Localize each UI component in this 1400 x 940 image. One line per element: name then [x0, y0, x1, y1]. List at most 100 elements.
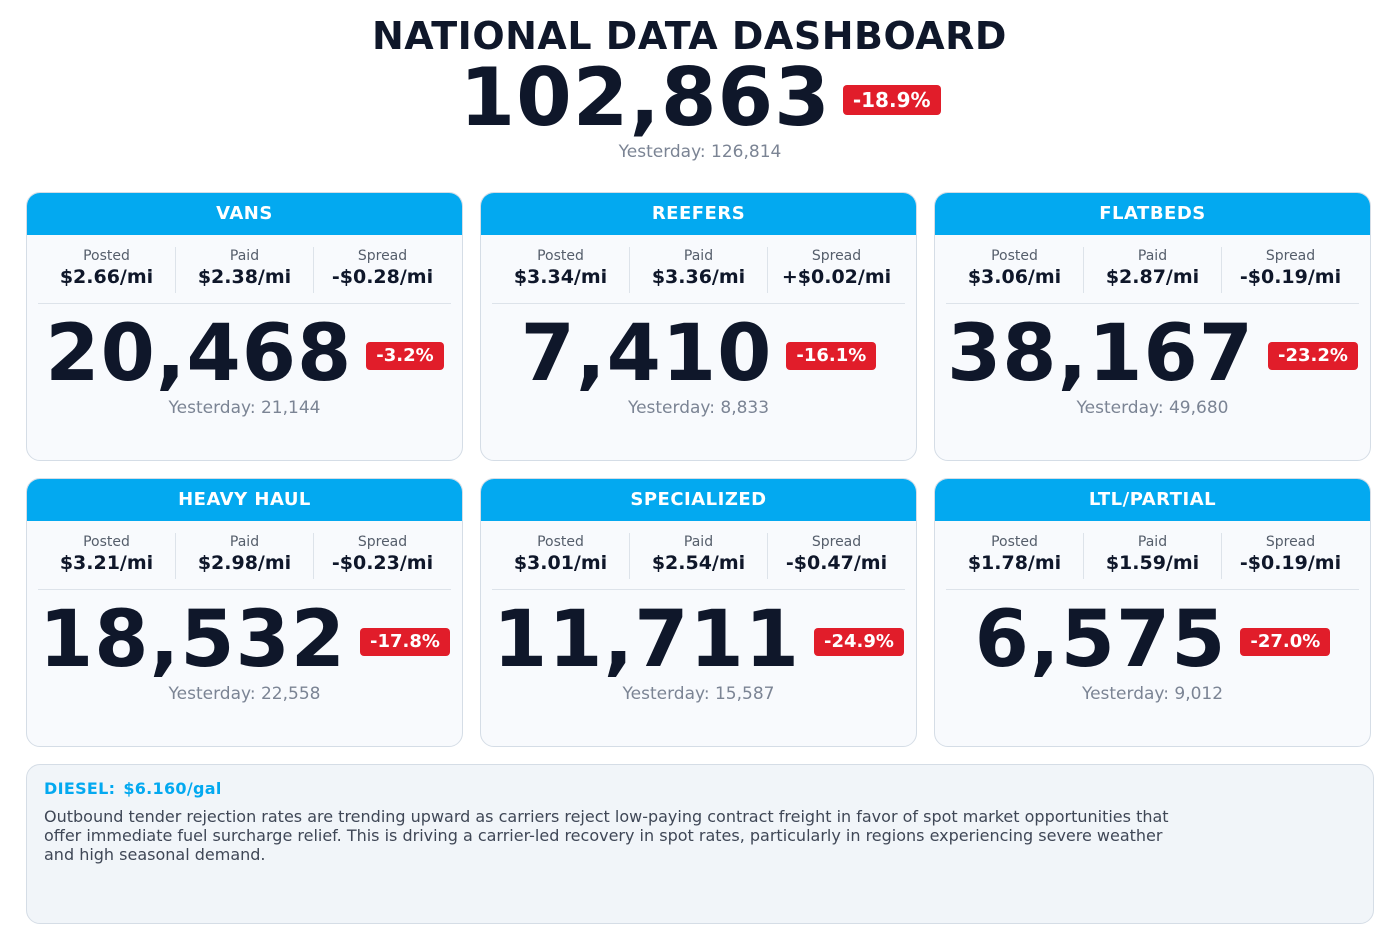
- paid-rate: Paid $2.38/mi: [176, 247, 314, 293]
- change-badge: -16.1%: [786, 342, 877, 370]
- change-badge: -24.9%: [814, 628, 904, 656]
- paid-label: Paid: [229, 248, 260, 264]
- card-heavy-haul: HEAVY HAUL Posted $3.21/mi Paid $2.98/mi…: [26, 478, 463, 747]
- load-count-row: 38,167 -23.2%: [935, 314, 1370, 394]
- yesterday-count: Yesterday: 15,587: [622, 684, 775, 704]
- load-count: 6,575: [974, 595, 1227, 685]
- change-badge: -17.8%: [360, 628, 450, 656]
- yesterday-count: Yesterday: 9,012: [1081, 684, 1224, 704]
- card-flatbeds: FLATBEDS Posted $3.06/mi Paid $2.87/mi S…: [934, 192, 1371, 461]
- spread-rate: Spread -$0.28/mi: [314, 247, 451, 293]
- load-count-row: 18,532 -17.8%: [27, 600, 462, 680]
- spread-value: -$0.47/mi: [785, 552, 888, 574]
- posted-rate: Posted $3.34/mi: [492, 247, 630, 293]
- posted-label: Posted: [83, 534, 130, 550]
- spread-label: Spread: [1265, 534, 1316, 550]
- rate-row: Posted $3.06/mi Paid $2.87/mi Spread -$0…: [946, 247, 1359, 304]
- paid-rate: Paid $2.54/mi: [630, 533, 768, 579]
- posted-rate: Posted $3.01/mi: [492, 533, 630, 579]
- posted-value: $2.66/mi: [59, 266, 154, 288]
- paid-value: $1.59/mi: [1105, 552, 1200, 574]
- card-title: LTL/PARTIAL: [935, 479, 1370, 521]
- card-ltl-partial: LTL/PARTIAL Posted $1.78/mi Paid $1.59/m…: [934, 478, 1371, 747]
- change-badge: -27.0%: [1240, 628, 1331, 656]
- rate-row: Posted $1.78/mi Paid $1.59/mi Spread -$0…: [946, 533, 1359, 590]
- market-notes-panel: DIESEL: $6.160/gal Outbound tender reject…: [26, 764, 1374, 924]
- spread-value: -$0.28/mi: [331, 266, 434, 288]
- posted-label: Posted: [537, 248, 584, 264]
- paid-value: $2.54/mi: [651, 552, 746, 574]
- spread-value: -$0.23/mi: [331, 552, 434, 574]
- card-reefers: REEFERS Posted $3.34/mi Paid $3.36/mi Sp…: [480, 192, 917, 461]
- load-count-row: 11,711 -24.9%: [481, 600, 916, 680]
- paid-label: Paid: [1137, 534, 1168, 550]
- posted-rate: Posted $1.78/mi: [946, 533, 1084, 579]
- load-count-row: 6,575 -27.0%: [935, 600, 1370, 680]
- card-title: SPECIALIZED: [481, 479, 916, 521]
- diesel-value: $6.160/gal: [123, 779, 222, 798]
- paid-rate: Paid $3.36/mi: [630, 247, 768, 293]
- paid-label: Paid: [683, 534, 714, 550]
- spread-rate: Spread -$0.23/mi: [314, 533, 451, 579]
- paid-rate: Paid $2.87/mi: [1084, 247, 1222, 293]
- yesterday-count: Yesterday: 21,144: [168, 398, 321, 418]
- load-count: 7,410: [520, 309, 773, 399]
- paid-label: Paid: [1137, 248, 1168, 264]
- paid-rate: Paid $1.59/mi: [1084, 533, 1222, 579]
- load-count: 11,711: [493, 595, 801, 685]
- spread-label: Spread: [811, 248, 862, 264]
- spread-label: Spread: [357, 248, 408, 264]
- posted-label: Posted: [537, 534, 584, 550]
- spread-value: -$0.19/mi: [1239, 266, 1342, 288]
- yesterday-count: Yesterday: 22,558: [168, 684, 321, 704]
- rate-row: Posted $2.66/mi Paid $2.38/mi Spread -$0…: [38, 247, 451, 304]
- paid-rate: Paid $2.98/mi: [176, 533, 314, 579]
- spread-label: Spread: [357, 534, 408, 550]
- card-title: FLATBEDS: [935, 193, 1370, 235]
- change-badge: -23.2%: [1268, 342, 1358, 370]
- posted-value: $3.06/mi: [967, 266, 1062, 288]
- spread-rate: Spread -$0.47/mi: [768, 533, 905, 579]
- market-commentary: Outbound tender rejection rates are tren…: [44, 807, 1169, 864]
- spread-rate: Spread -$0.19/mi: [1222, 247, 1359, 293]
- posted-rate: Posted $3.21/mi: [38, 533, 176, 579]
- yesterday-count: Yesterday: 8,833: [627, 398, 770, 418]
- total-loads-value: 102,863: [459, 51, 831, 144]
- card-title: VANS: [27, 193, 462, 235]
- spread-label: Spread: [1265, 248, 1316, 264]
- total-yesterday: Yesterday: 126,814: [618, 142, 782, 162]
- posted-value: $3.34/mi: [513, 266, 608, 288]
- paid-value: $2.98/mi: [197, 552, 292, 574]
- rate-row: Posted $3.34/mi Paid $3.36/mi Spread +$0…: [492, 247, 905, 304]
- paid-value: $2.38/mi: [197, 266, 292, 288]
- posted-label: Posted: [83, 248, 130, 264]
- spread-value: -$0.19/mi: [1239, 552, 1342, 574]
- total-change-badge: -18.9%: [842, 85, 941, 115]
- card-specialized: SPECIALIZED Posted $3.01/mi Paid $2.54/m…: [480, 478, 917, 747]
- paid-value: $2.87/mi: [1105, 266, 1200, 288]
- spread-label: Spread: [811, 534, 862, 550]
- posted-rate: Posted $2.66/mi: [38, 247, 176, 293]
- spread-rate: Spread -$0.19/mi: [1222, 533, 1359, 579]
- rate-row: Posted $3.21/mi Paid $2.98/mi Spread -$0…: [38, 533, 451, 590]
- load-count-row: 7,410 -16.1%: [481, 314, 916, 394]
- yesterday-count: Yesterday: 49,680: [1076, 398, 1229, 418]
- posted-value: $3.21/mi: [59, 552, 154, 574]
- diesel-price: DIESEL: $6.160/gal: [44, 779, 1356, 798]
- posted-label: Posted: [991, 248, 1038, 264]
- page-title: NATIONAL DATA DASHBOARD: [372, 14, 1007, 58]
- card-title: HEAVY HAUL: [27, 479, 462, 521]
- total-loads-row: 102,863 -18.9%: [0, 52, 1400, 144]
- load-count-row: 20,468 -3.2%: [27, 314, 462, 394]
- load-count: 18,532: [39, 595, 347, 685]
- posted-label: Posted: [991, 534, 1038, 550]
- paid-value: $3.36/mi: [651, 266, 746, 288]
- load-count: 38,167: [947, 309, 1255, 399]
- card-vans: VANS Posted $2.66/mi Paid $2.38/mi Sprea…: [26, 192, 463, 461]
- posted-value: $1.78/mi: [967, 552, 1062, 574]
- posted-value: $3.01/mi: [513, 552, 608, 574]
- paid-label: Paid: [229, 534, 260, 550]
- load-count: 20,468: [45, 309, 353, 399]
- card-title: REEFERS: [481, 193, 916, 235]
- diesel-label: DIESEL:: [44, 779, 116, 798]
